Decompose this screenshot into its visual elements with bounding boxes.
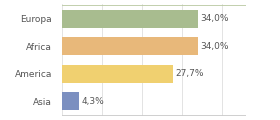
Text: 27,7%: 27,7% — [175, 69, 204, 78]
Text: 34,0%: 34,0% — [200, 42, 229, 51]
Bar — [62, 37, 198, 55]
Bar — [62, 65, 173, 83]
Text: 34,0%: 34,0% — [200, 14, 229, 23]
Text: 4,3%: 4,3% — [81, 97, 104, 106]
Bar — [62, 92, 79, 110]
Bar — [62, 10, 198, 28]
